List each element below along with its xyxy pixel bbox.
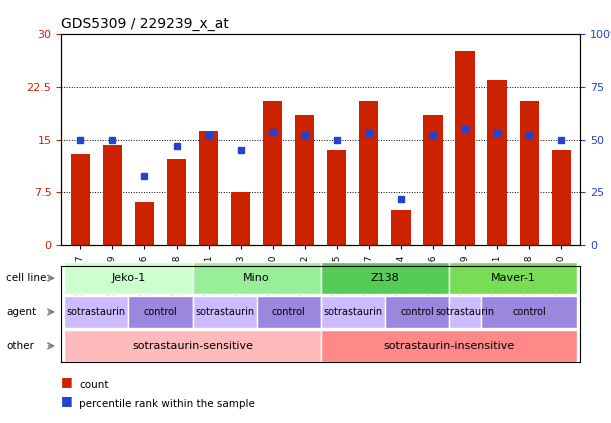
Text: sotrastaurin: sotrastaurin <box>195 307 254 317</box>
Bar <box>199 131 218 245</box>
Text: sotrastaurin: sotrastaurin <box>67 307 126 317</box>
Bar <box>263 101 282 245</box>
Text: agent: agent <box>6 307 36 317</box>
Text: other: other <box>6 341 34 351</box>
Text: Mino: Mino <box>243 273 270 283</box>
Bar <box>327 150 346 245</box>
Bar <box>167 159 186 245</box>
Bar <box>423 115 442 245</box>
Bar <box>552 150 571 245</box>
Bar <box>455 52 475 245</box>
Text: count: count <box>79 380 109 390</box>
Text: control: control <box>400 307 434 317</box>
Text: Maver-1: Maver-1 <box>491 273 536 283</box>
Bar <box>359 101 378 245</box>
Text: GDS5309 / 229239_x_at: GDS5309 / 229239_x_at <box>61 17 229 31</box>
Bar <box>391 210 411 245</box>
Bar <box>71 154 90 245</box>
Text: sotrastaurin: sotrastaurin <box>323 307 382 317</box>
Text: Z138: Z138 <box>370 273 399 283</box>
Text: sotrastaurin-insensitive: sotrastaurin-insensitive <box>383 341 514 351</box>
Bar <box>295 115 315 245</box>
Bar <box>103 145 122 245</box>
Text: control: control <box>144 307 177 317</box>
Text: sotrastaurin-sensitive: sotrastaurin-sensitive <box>132 341 253 351</box>
Bar <box>231 192 251 245</box>
Bar <box>135 202 154 245</box>
Text: control: control <box>512 307 546 317</box>
Text: ■: ■ <box>61 394 73 407</box>
Text: percentile rank within the sample: percentile rank within the sample <box>79 399 255 409</box>
Text: ■: ■ <box>61 375 73 388</box>
Text: Jeko-1: Jeko-1 <box>111 273 145 283</box>
Text: control: control <box>272 307 306 317</box>
Bar <box>519 101 539 245</box>
Bar <box>488 80 507 245</box>
Text: sotrastaurin: sotrastaurin <box>436 307 494 317</box>
Text: cell line: cell line <box>6 273 46 283</box>
